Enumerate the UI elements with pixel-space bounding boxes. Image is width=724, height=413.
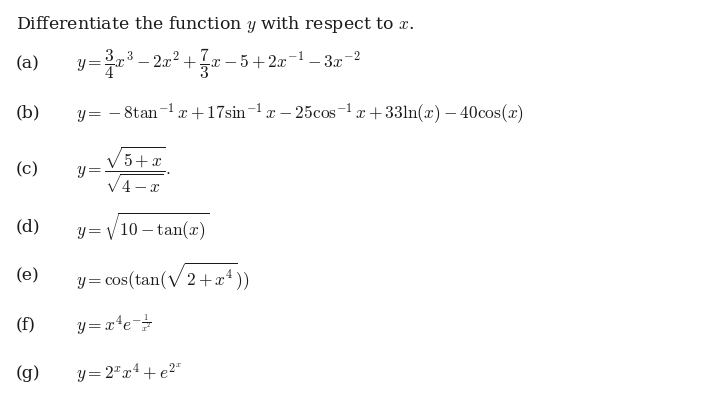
Text: (e): (e) [16,267,40,284]
Text: $y = \dfrac{3}{4}x^3 - 2x^2 + \dfrac{7}{3}x - 5 + 2x^{-1} - 3x^{-2}$: $y = \dfrac{3}{4}x^3 - 2x^2 + \dfrac{7}{… [76,47,361,81]
Text: (b): (b) [16,104,41,121]
Text: (f): (f) [16,316,36,333]
Text: $y = -8\tan^{-1}x + 17\sin^{-1}x - 25\cos^{-1}x + 33\ln(x) - 40\cos(x)$: $y = -8\tan^{-1}x + 17\sin^{-1}x - 25\co… [76,100,524,125]
Text: $y = \dfrac{\sqrt{5+x}}{\sqrt{4-x}}.$: $y = \dfrac{\sqrt{5+x}}{\sqrt{4-x}}.$ [76,145,171,195]
Text: $y = \sqrt{10 - \tan(x)}$: $y = \sqrt{10 - \tan(x)}$ [76,211,209,243]
Text: (c): (c) [16,161,39,178]
Text: $y = x^4 e^{-\frac{1}{x^2}}$: $y = x^4 e^{-\frac{1}{x^2}}$ [76,312,152,337]
Text: (a): (a) [16,55,40,73]
Text: (d): (d) [16,218,41,235]
Text: $y = \cos(\tan(\sqrt{2 + x^4}))$: $y = \cos(\tan(\sqrt{2 + x^4}))$ [76,260,249,291]
Text: (g): (g) [16,364,41,382]
Text: Differentiate the function $y$ with respect to $x$.: Differentiate the function $y$ with resp… [16,14,414,36]
Text: $y = 2^x x^4 + e^{2^x}$: $y = 2^x x^4 + e^{2^x}$ [76,361,182,385]
